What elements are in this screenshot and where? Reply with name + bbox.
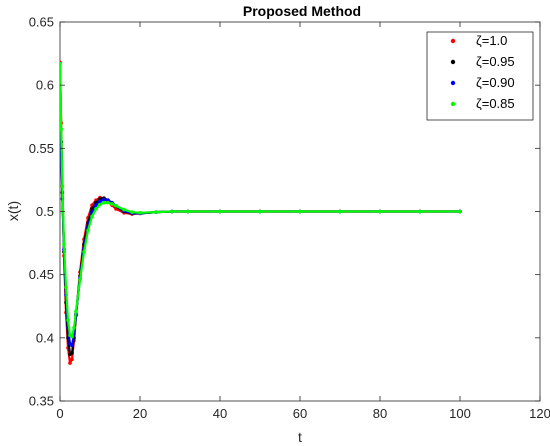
data-point (82, 250, 86, 254)
legend-label: ζ=0.90 (476, 75, 515, 90)
data-point (102, 198, 106, 202)
x-tick-label: 60 (293, 406, 307, 421)
data-point (70, 358, 74, 362)
data-point (58, 62, 62, 66)
x-tick-label: 20 (133, 406, 147, 421)
data-point (110, 202, 114, 206)
data-point (298, 210, 302, 214)
legend-marker (451, 81, 455, 85)
data-point (70, 344, 74, 348)
x-tick-label: 100 (449, 406, 471, 421)
data-point (70, 351, 74, 355)
data-point (70, 335, 74, 339)
y-axis-label: x(t) (5, 201, 21, 221)
data-point (66, 318, 70, 322)
data-point (68, 361, 72, 365)
legend-label: ζ=1.0 (476, 33, 507, 48)
x-tick-label: 80 (373, 406, 387, 421)
data-point (74, 310, 78, 314)
data-point (458, 210, 462, 214)
data-point (338, 210, 342, 214)
data-point (98, 200, 102, 204)
y-tick-label: 0.4 (36, 330, 54, 345)
data-point (98, 203, 102, 207)
data-point (90, 215, 94, 219)
data-point (154, 210, 158, 214)
y-tick-label: 0.45 (29, 267, 54, 282)
data-point (78, 278, 82, 282)
legend-label: ζ=0.85 (476, 96, 515, 111)
legend-marker (451, 60, 455, 64)
x-tick-label: 40 (213, 406, 227, 421)
y-tick-label: 0.55 (29, 141, 54, 156)
data-point (138, 211, 142, 215)
x-tick-label: 0 (56, 406, 63, 421)
x-tick-label: 120 (529, 406, 550, 421)
data-point (418, 210, 422, 214)
data-point (186, 210, 190, 214)
data-point (62, 243, 66, 247)
data-point (64, 286, 68, 290)
y-tick-label: 0.5 (36, 204, 54, 219)
data-point (378, 210, 382, 214)
data-point (86, 229, 90, 233)
data-point (122, 208, 126, 212)
data-point (94, 207, 98, 211)
y-tick-label: 0.6 (36, 78, 54, 93)
y-tick-label: 0.35 (29, 394, 54, 409)
y-tick-label: 0.65 (29, 15, 54, 30)
data-point (170, 210, 174, 214)
data-point (61, 184, 65, 188)
legend: ζ=1.0 ζ=0.95 ζ=0.90 ζ=0.85 (427, 32, 533, 120)
data-point (258, 210, 262, 214)
data-point (218, 210, 222, 214)
legend-marker (451, 39, 455, 43)
data-point (102, 201, 106, 205)
legend-marker (451, 102, 455, 106)
data-point (130, 210, 134, 214)
legend-label: ζ=0.95 (476, 54, 515, 69)
data-point (72, 326, 76, 330)
data-point (114, 204, 118, 208)
data-point (106, 201, 110, 205)
chart-title: Proposed Method (243, 3, 361, 19)
x-axis-label: t (298, 429, 302, 445)
